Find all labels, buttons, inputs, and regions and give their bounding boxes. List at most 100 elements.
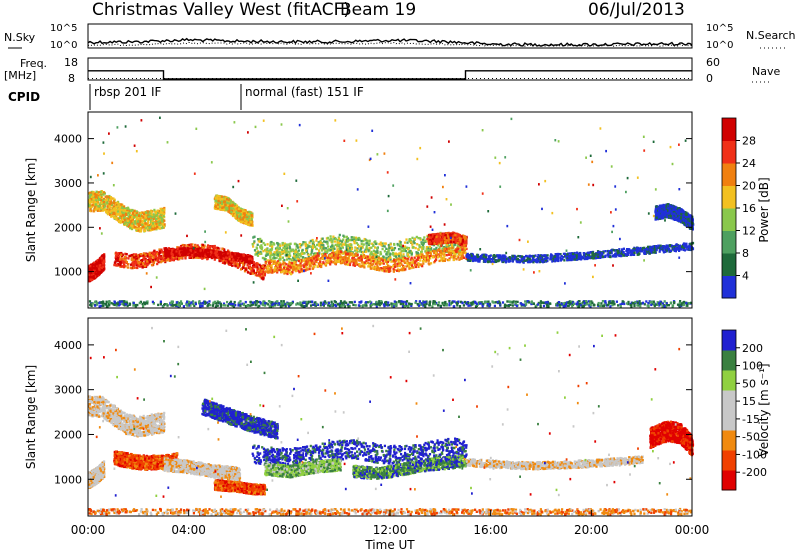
range-cell (250, 273, 252, 275)
range-cell (132, 263, 134, 265)
range-cell (252, 272, 254, 274)
range-cell (128, 212, 130, 214)
range-cell (205, 250, 207, 252)
range-cell (140, 212, 142, 214)
range-cell (116, 202, 118, 204)
range-cell (156, 263, 158, 265)
range-cell (134, 210, 136, 212)
range-cell (234, 203, 236, 205)
range-cell (89, 208, 91, 210)
range-cell (226, 207, 228, 209)
range-cell (246, 256, 248, 258)
nave-tick-top: 60 (706, 56, 720, 69)
range-cell (366, 245, 368, 247)
range-cell (119, 264, 121, 266)
range-cell (149, 215, 151, 217)
range-cell (140, 253, 142, 255)
range-cell (241, 221, 243, 223)
range-cell (400, 248, 402, 250)
range-cell (135, 261, 137, 263)
range-cell (199, 253, 201, 255)
range-cell (89, 202, 91, 204)
range-cell (200, 249, 202, 251)
range-cell (231, 253, 233, 255)
range-cell (215, 252, 217, 254)
range-cell (132, 259, 134, 261)
range-cell (223, 258, 225, 260)
nsky-tick-bottom: 10^0 (50, 40, 77, 51)
range-cell (252, 245, 254, 247)
range-cell (394, 247, 396, 249)
nave-label: Nave (752, 65, 780, 78)
range-cell (147, 221, 149, 223)
range-cell (170, 259, 172, 261)
range-cell (228, 260, 230, 262)
range-cell (228, 256, 230, 258)
nsky-panel: N.Sky 10^5 10^0 10^5 10^0 N.Search (4, 23, 796, 51)
cpid-segment-label: normal (fast) 151 IF (245, 85, 364, 99)
range-cell (116, 218, 118, 220)
range-cell (149, 226, 151, 228)
cpid-segments: rbsp 201 IF normal (fast) 151 IF (90, 84, 364, 110)
range-cell (185, 252, 187, 254)
range-cell (120, 261, 122, 263)
range-cell (152, 216, 154, 218)
range-cell (384, 250, 386, 252)
range-cell (258, 240, 260, 242)
range-cell (240, 210, 242, 212)
range-cell (203, 252, 205, 254)
range-cell (130, 225, 132, 227)
range-cell (156, 226, 158, 228)
range-cell (189, 254, 191, 256)
range-cell (118, 208, 120, 210)
range-cell (261, 273, 263, 275)
range-cell (221, 207, 223, 209)
range-cell (104, 205, 106, 207)
range-cell (249, 211, 251, 213)
range-cell (247, 271, 249, 273)
range-cell (149, 252, 151, 254)
range-cell (290, 250, 292, 252)
range-cell (308, 254, 310, 256)
range-cell (106, 196, 108, 198)
range-cell (123, 261, 125, 263)
range-cell (184, 257, 186, 259)
nave-tick-bottom: 0 (706, 72, 713, 85)
range-cell (235, 206, 237, 208)
range-cell (101, 257, 103, 259)
range-cell (163, 213, 165, 215)
range-cell (159, 215, 161, 217)
range-cell (113, 216, 115, 218)
range-cell (130, 264, 132, 266)
range-cell (250, 267, 252, 269)
range-cell (402, 253, 404, 255)
freq-panel: Freq. [MHz] 18 8 60 0 Nave (4, 56, 780, 85)
range-cell (227, 252, 229, 254)
range-cell (242, 258, 244, 260)
range-cell (117, 253, 119, 255)
range-cell (256, 266, 258, 268)
range-cell (136, 267, 138, 269)
range-cell (222, 198, 224, 200)
range-cell (110, 215, 112, 217)
range-cell (224, 203, 226, 205)
range-cell (139, 261, 141, 263)
range-cell (221, 195, 223, 197)
range-cell (91, 201, 93, 203)
range-cell (152, 259, 154, 261)
range-cell (209, 246, 211, 248)
range-cell (249, 255, 251, 257)
range-cell (231, 256, 233, 258)
range-cell (129, 255, 131, 257)
range-cell (130, 220, 132, 222)
range-cell (240, 254, 242, 256)
range-cell (251, 218, 253, 220)
range-cell (124, 209, 126, 211)
range-cell (117, 257, 119, 259)
range-cell (327, 237, 329, 239)
range-cell (192, 250, 194, 252)
range-cell (238, 208, 240, 210)
range-cell (217, 256, 219, 258)
range-cell (129, 227, 131, 229)
